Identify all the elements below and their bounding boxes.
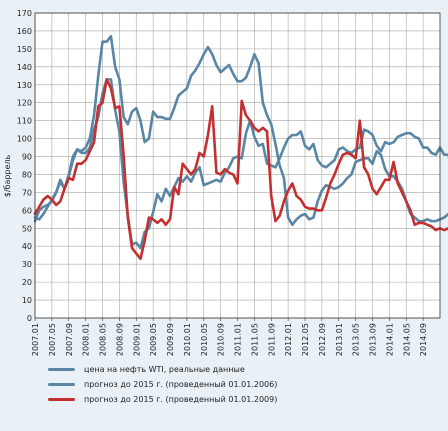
series-line-1 <box>33 78 448 250</box>
x-tick-label: 2007.05 <box>48 323 57 356</box>
x-tick-label: 2011.05 <box>250 323 259 356</box>
series-lines <box>33 35 448 261</box>
x-tick-label: 2008.05 <box>99 323 108 356</box>
x-tick-label: 2014.05 <box>402 323 411 356</box>
y-tick-label: 90 <box>22 153 32 162</box>
x-tick-label: 2010.09 <box>217 323 226 356</box>
y-axis-ticks: 0 10 20 30 40 50 60 70 80 90 100 110 120 130 140 150 160… <box>17 9 32 323</box>
y-tick-label: 30 <box>22 260 32 269</box>
y-tick-label: 50 <box>22 224 32 233</box>
x-tick-label: 2009.05 <box>149 323 158 356</box>
y-tick-label: 10 <box>22 296 32 305</box>
legend-swatch <box>48 368 75 371</box>
legend-label: прогноз до 2015 г. (проведенный 01.01.20… <box>84 380 278 389</box>
x-tick-label: 2007.09 <box>65 323 74 356</box>
x-tick-label: 2014.09 <box>419 323 428 356</box>
plot-frame <box>34 12 441 319</box>
x-tick-label: 2013.09 <box>369 323 378 356</box>
y-tick-label: 160 <box>17 27 32 36</box>
x-tick-label: 2012.05 <box>301 323 310 356</box>
x-tick-label: 2009.09 <box>166 323 175 356</box>
x-tick-label: 2013.05 <box>352 323 361 356</box>
x-tick-label: 2011.01 <box>234 323 243 356</box>
x-tick-label: 2012.09 <box>318 323 327 356</box>
legend-item: прогноз до 2015 г. (проведенный 01.01.20… <box>48 377 277 392</box>
x-tick-label: 2009.01 <box>132 323 141 356</box>
legend: цена на нефть WTI, реальные данные прогн… <box>48 362 277 407</box>
y-tick-label: 20 <box>22 278 32 287</box>
x-axis-ticks: 2007.01 2007.05 2007.09 2008.01 2008.05 2008.… <box>31 318 428 356</box>
y-tick-label: 60 <box>22 206 32 215</box>
y-tick-label: 110 <box>17 117 32 126</box>
x-tick-label: 2008.09 <box>115 323 124 356</box>
y-tick-label: 170 <box>17 9 32 18</box>
legend-swatch <box>48 383 75 386</box>
y-axis-label: $/баррель <box>3 154 12 197</box>
y-tick-label: 140 <box>17 63 32 72</box>
y-tick-label: 120 <box>17 99 32 108</box>
legend-item: прогноз до 2015 г. (проведенный 01.01.20… <box>48 392 277 407</box>
series-line-3 <box>33 78 448 261</box>
y-tick-label: 150 <box>17 45 32 54</box>
y-tick-label: 70 <box>22 188 32 197</box>
y-tick-label: 80 <box>22 170 32 179</box>
x-tick-label: 2014.01 <box>385 323 394 356</box>
y-tick-label: 0 <box>27 314 32 323</box>
x-tick-label: 2010.01 <box>183 323 192 356</box>
legend-label: прогноз до 2015 г. (проведенный 01.01.20… <box>84 395 278 404</box>
legend-swatch <box>48 398 75 401</box>
x-tick-label: 2008.01 <box>82 323 91 356</box>
x-tick-label: 2010.05 <box>200 323 209 356</box>
x-tick-label: 2011.09 <box>267 323 276 356</box>
legend-item: цена на нефть WTI, реальные данные <box>48 362 277 377</box>
legend-label: цена на нефть WTI, реальные данные <box>84 365 245 374</box>
x-tick-label: 2013.01 <box>335 323 344 356</box>
y-tick-label: 130 <box>17 81 32 90</box>
y-tick-label: 100 <box>17 135 32 144</box>
x-tick-label: 2007.01 <box>31 323 40 356</box>
y-tick-label: 40 <box>22 242 32 251</box>
x-tick-label: 2012.01 <box>284 323 293 356</box>
